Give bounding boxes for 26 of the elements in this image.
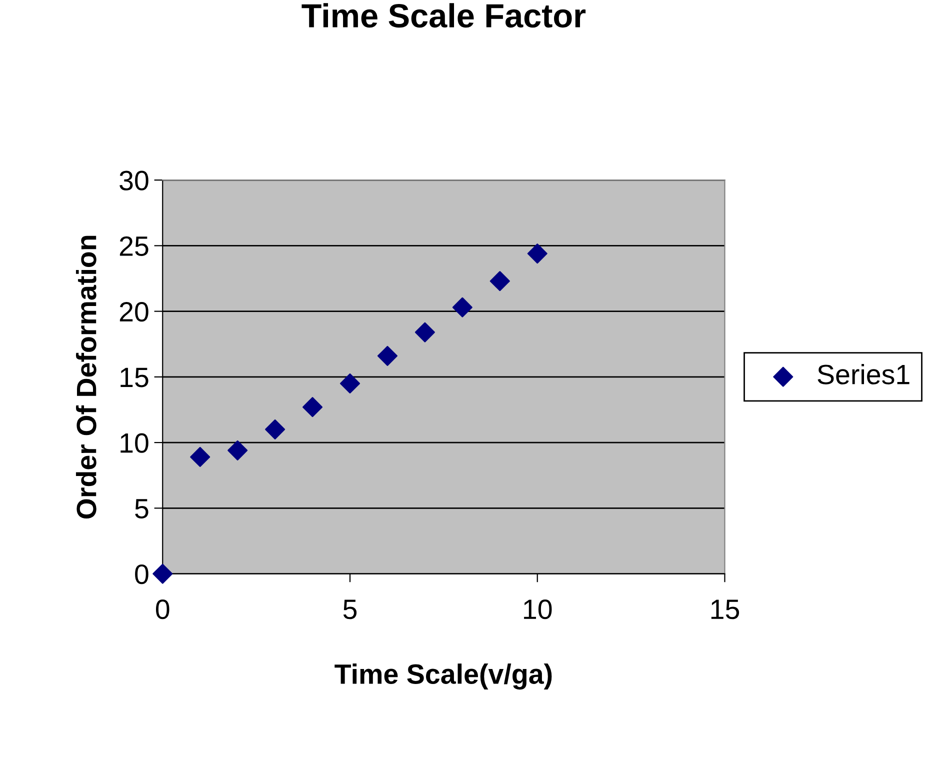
x-tick-label: 10: [524, 600, 552, 620]
y-tick-label: 0: [135, 564, 148, 584]
point: [340, 373, 360, 394]
x-axis-title: Time Scale(v/ga): [334, 664, 552, 690]
point: [490, 271, 510, 292]
point: [228, 440, 248, 460]
y-tick-label: 5: [135, 499, 148, 518]
y-tick-label: 25: [120, 236, 148, 256]
y-axis-title: Order Of Deformation: [76, 236, 96, 519]
x-tick-label: 0: [156, 600, 170, 620]
point: [452, 297, 472, 318]
point: [377, 346, 398, 366]
point: [414, 322, 435, 342]
chart-title: Time Scale Factor: [302, 3, 586, 28]
y-tick-label: 30: [120, 170, 148, 190]
x-tick-label: 15: [711, 600, 740, 620]
point: [527, 244, 548, 264]
y-tick-label: 15: [120, 368, 148, 388]
legend-label: Series1: [818, 364, 910, 384]
point: [152, 564, 173, 584]
y-tick-label: 10: [120, 433, 148, 453]
point: [265, 419, 286, 440]
point: [302, 397, 323, 418]
point: [190, 446, 210, 467]
x-tick-label: 5: [343, 600, 357, 620]
y-tick-label: 20: [120, 302, 148, 322]
